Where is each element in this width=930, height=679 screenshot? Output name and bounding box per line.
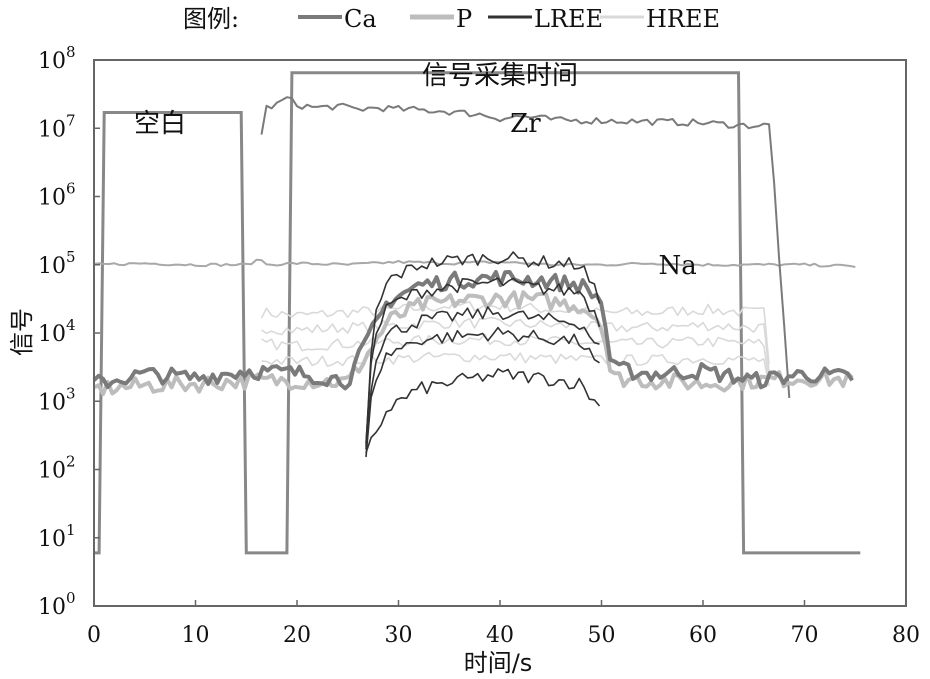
y-axis: 100 101 102 103 104 105 106 107 108 <box>38 43 100 620</box>
annotation-label: 信号采集时间 <box>422 61 578 91</box>
series-zr-line <box>260 96 791 398</box>
series-p-line <box>93 290 854 397</box>
y-tick-label: 107 <box>38 111 76 142</box>
legend-label-lree: LREE <box>534 5 603 33</box>
x-tick-label: 50 <box>588 623 616 648</box>
legend-label-hree: HREE <box>646 5 720 33</box>
x-tick-label: 80 <box>892 623 920 648</box>
x-axis: 0 10 20 30 40 50 60 70 80 <box>87 600 920 648</box>
x-tick-label: 10 <box>182 623 210 648</box>
x-axis-title: 时间/s <box>464 649 533 677</box>
y-tick-label: 103 <box>38 384 76 415</box>
y-axis-title: 信号 <box>8 308 36 356</box>
y-tick-label: 106 <box>38 180 76 211</box>
series-hree-line <box>261 316 770 372</box>
x-tick-label: 40 <box>486 623 514 648</box>
blank-acquisition-window <box>94 71 861 555</box>
series-ca-line <box>92 270 854 391</box>
annotations: 空白 信号采集时间 Zr Na <box>134 61 697 281</box>
annotation-label: 空白 <box>134 109 186 139</box>
annotation-label: Zr <box>510 109 541 139</box>
series-lree-line <box>365 326 600 458</box>
series-lree-line <box>365 306 600 450</box>
x-tick-label: 60 <box>689 623 717 648</box>
x-tick-label: 30 <box>385 623 413 648</box>
legend: 图例: Ca P LREE HREE <box>183 5 720 33</box>
y-tick-label: 108 <box>38 43 76 74</box>
legend-title: 图例: <box>183 5 239 33</box>
y-tick-label: 100 <box>38 589 76 620</box>
series-lree-line <box>365 368 601 454</box>
series-lree-line <box>365 277 601 444</box>
x-tick-label: 70 <box>791 623 819 648</box>
x-tick-label: 20 <box>283 623 311 648</box>
x-tick-label: 0 <box>87 623 101 648</box>
y-tick-label: 101 <box>38 521 76 552</box>
legend-label-ca: Ca <box>344 5 377 33</box>
annotation-label: Na <box>658 251 696 281</box>
series-hree-line <box>261 351 770 386</box>
y-tick-label: 104 <box>38 316 76 347</box>
series-hree-line <box>261 333 770 380</box>
legend-label-p: P <box>456 5 472 33</box>
plot-series <box>92 71 861 555</box>
y-tick-label: 102 <box>38 453 76 484</box>
series-na-line <box>93 258 856 268</box>
series-lree-line <box>365 251 601 447</box>
y-tick-label: 105 <box>38 248 76 279</box>
series-hree-line <box>260 300 770 365</box>
